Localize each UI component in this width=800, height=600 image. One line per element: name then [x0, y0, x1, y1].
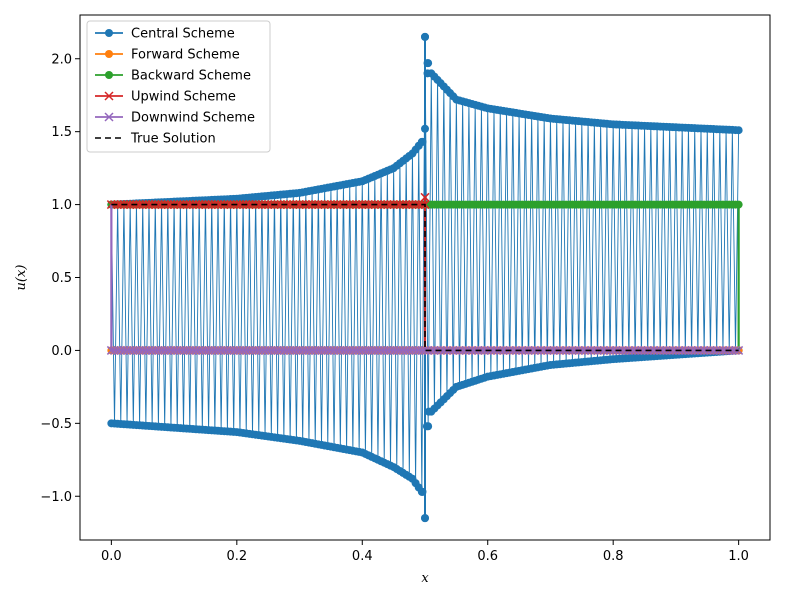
- y-tick-label: 0.0: [51, 344, 72, 359]
- central-marker: [734, 126, 743, 135]
- y-tick-label: −0.5: [40, 417, 72, 432]
- legend-entry: Forward Scheme: [95, 48, 240, 63]
- legend-marker: [104, 112, 114, 122]
- backward-marker: [734, 200, 743, 209]
- legend-label: Central Scheme: [131, 27, 235, 42]
- axes: 0.0 0.2 0.4 0.6 0.8 1.0 −1.0 −0.5 0.0 0.5 1.0 1.5 2.…: [40, 14, 771, 564]
- legend-marker: [105, 50, 113, 58]
- legend-entry: True Solution: [95, 132, 216, 147]
- legend-label: Forward Scheme: [131, 48, 240, 63]
- legend-entry: Upwind Scheme: [95, 90, 236, 105]
- y-tick-label: 1.5: [51, 125, 72, 140]
- legend-label: True Solution: [130, 132, 216, 147]
- y-axis-label: u(x): [14, 265, 29, 291]
- legend-label: Backward Scheme: [131, 69, 251, 84]
- y-tick-label: 1.0: [51, 198, 72, 213]
- x-tick-label: 0.2: [226, 549, 247, 564]
- legend-entry: Central Scheme: [95, 27, 235, 42]
- legend-marker: [105, 29, 113, 37]
- legend: Central Scheme Forward Scheme Backward Sch…: [86, 20, 271, 153]
- x-tick-label: 1.0: [728, 549, 749, 564]
- x-tick-label: 0.8: [603, 549, 624, 564]
- x-tick-label: 0.0: [101, 549, 122, 564]
- y-tick-label: −1.0: [40, 490, 72, 505]
- legend-label: Downwind Scheme: [131, 111, 255, 126]
- legend-label: Upwind Scheme: [131, 90, 236, 105]
- upwind-marker: [420, 192, 430, 202]
- downwind-marker: [730, 345, 741, 355]
- x-axis-label: x: [421, 571, 429, 586]
- legend-entry: Downwind Scheme: [95, 111, 255, 126]
- central-scheme-series: [107, 32, 743, 523]
- legend-entry: Backward Scheme: [95, 69, 251, 84]
- central-marker: [424, 407, 433, 416]
- x-tick-label: 0.6: [477, 549, 498, 564]
- central-scheme-markers: [107, 32, 743, 523]
- x-tick-label: 0.4: [352, 549, 373, 564]
- y-tick-label: 2.0: [51, 52, 72, 67]
- y-tick-label: 0.5: [51, 271, 72, 286]
- legend-marker: [104, 91, 114, 101]
- legend-marker: [105, 71, 113, 79]
- legend-box: [86, 20, 271, 153]
- plot-area: [106, 32, 744, 523]
